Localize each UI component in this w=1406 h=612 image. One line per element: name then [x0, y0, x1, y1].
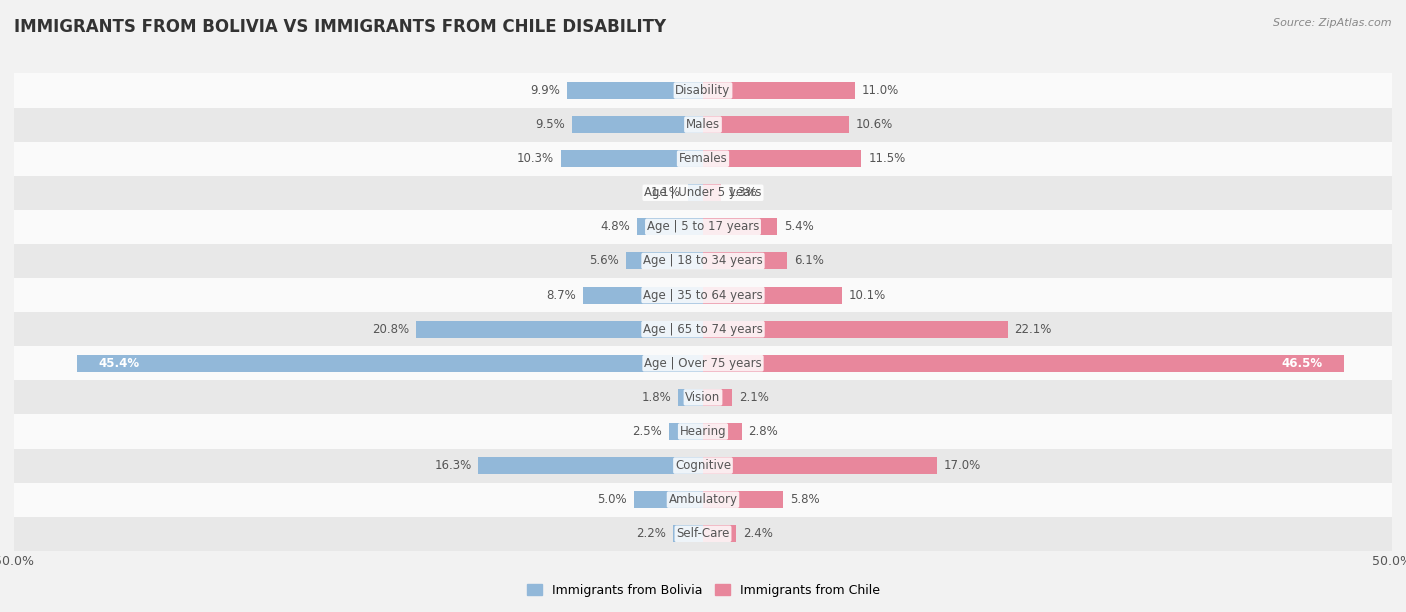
Text: Cognitive: Cognitive [675, 459, 731, 472]
Text: 17.0%: 17.0% [945, 459, 981, 472]
Bar [14, 449, 1392, 483]
Bar [583, 286, 703, 304]
Text: Females: Females [679, 152, 727, 165]
Bar [14, 210, 1392, 244]
Text: 2.1%: 2.1% [738, 391, 769, 404]
Bar [14, 346, 1392, 380]
Text: 11.5%: 11.5% [869, 152, 905, 165]
Bar [14, 278, 1392, 312]
Bar [572, 116, 703, 133]
Text: 5.4%: 5.4% [785, 220, 814, 233]
Bar [703, 423, 741, 440]
Bar [703, 116, 849, 133]
Bar [14, 141, 1392, 176]
Text: 9.5%: 9.5% [536, 118, 565, 131]
Text: 2.4%: 2.4% [742, 528, 773, 540]
Bar [77, 355, 703, 371]
Text: Age | 5 to 17 years: Age | 5 to 17 years [647, 220, 759, 233]
Text: IMMIGRANTS FROM BOLIVIA VS IMMIGRANTS FROM CHILE DISABILITY: IMMIGRANTS FROM BOLIVIA VS IMMIGRANTS FR… [14, 18, 666, 36]
Text: 8.7%: 8.7% [547, 289, 576, 302]
Bar [561, 150, 703, 167]
Bar [703, 150, 862, 167]
Bar [703, 218, 778, 236]
Text: 1.3%: 1.3% [728, 186, 758, 200]
Text: 5.6%: 5.6% [589, 255, 619, 267]
Text: 2.2%: 2.2% [636, 528, 666, 540]
Text: Age | 35 to 64 years: Age | 35 to 64 years [643, 289, 763, 302]
Bar [14, 312, 1392, 346]
Bar [14, 73, 1392, 108]
Text: 45.4%: 45.4% [98, 357, 139, 370]
Text: Age | 65 to 74 years: Age | 65 to 74 years [643, 323, 763, 335]
Text: 9.9%: 9.9% [530, 84, 560, 97]
Text: 16.3%: 16.3% [434, 459, 471, 472]
Text: 6.1%: 6.1% [794, 255, 824, 267]
Text: 11.0%: 11.0% [862, 84, 898, 97]
Bar [14, 380, 1392, 414]
Bar [703, 389, 733, 406]
Text: Source: ZipAtlas.com: Source: ZipAtlas.com [1274, 18, 1392, 28]
Text: 1.8%: 1.8% [641, 391, 671, 404]
Bar [567, 82, 703, 99]
Text: Self-Care: Self-Care [676, 528, 730, 540]
Bar [416, 321, 703, 338]
Bar [634, 491, 703, 508]
Text: 10.6%: 10.6% [856, 118, 893, 131]
Bar [14, 108, 1392, 141]
Bar [14, 244, 1392, 278]
Bar [637, 218, 703, 236]
Text: Disability: Disability [675, 84, 731, 97]
Bar [14, 517, 1392, 551]
Text: 2.8%: 2.8% [748, 425, 778, 438]
Text: 4.8%: 4.8% [600, 220, 630, 233]
Bar [669, 423, 703, 440]
Bar [678, 389, 703, 406]
Bar [703, 355, 1344, 371]
Bar [703, 525, 737, 542]
Bar [703, 457, 938, 474]
Text: 10.3%: 10.3% [517, 152, 554, 165]
Bar [478, 457, 703, 474]
Text: 10.1%: 10.1% [849, 289, 886, 302]
Bar [703, 491, 783, 508]
Bar [14, 483, 1392, 517]
Text: Vision: Vision [685, 391, 721, 404]
Bar [626, 252, 703, 269]
Text: 5.0%: 5.0% [598, 493, 627, 506]
Text: 20.8%: 20.8% [373, 323, 409, 335]
Text: 1.1%: 1.1% [651, 186, 681, 200]
Bar [703, 252, 787, 269]
Bar [672, 525, 703, 542]
Bar [703, 184, 721, 201]
Bar [688, 184, 703, 201]
Bar [703, 321, 1008, 338]
Text: 46.5%: 46.5% [1282, 357, 1323, 370]
Bar [703, 82, 855, 99]
Text: Age | Under 5 years: Age | Under 5 years [644, 186, 762, 200]
Bar [703, 286, 842, 304]
Text: Hearing: Hearing [679, 425, 727, 438]
Text: Age | 18 to 34 years: Age | 18 to 34 years [643, 255, 763, 267]
Text: 5.8%: 5.8% [790, 493, 820, 506]
Bar [14, 414, 1392, 449]
Text: Ambulatory: Ambulatory [668, 493, 738, 506]
Text: 2.5%: 2.5% [631, 425, 662, 438]
Bar [14, 176, 1392, 210]
Text: Age | Over 75 years: Age | Over 75 years [644, 357, 762, 370]
Text: Males: Males [686, 118, 720, 131]
Legend: Immigrants from Bolivia, Immigrants from Chile: Immigrants from Bolivia, Immigrants from… [522, 579, 884, 602]
Text: 22.1%: 22.1% [1014, 323, 1052, 335]
